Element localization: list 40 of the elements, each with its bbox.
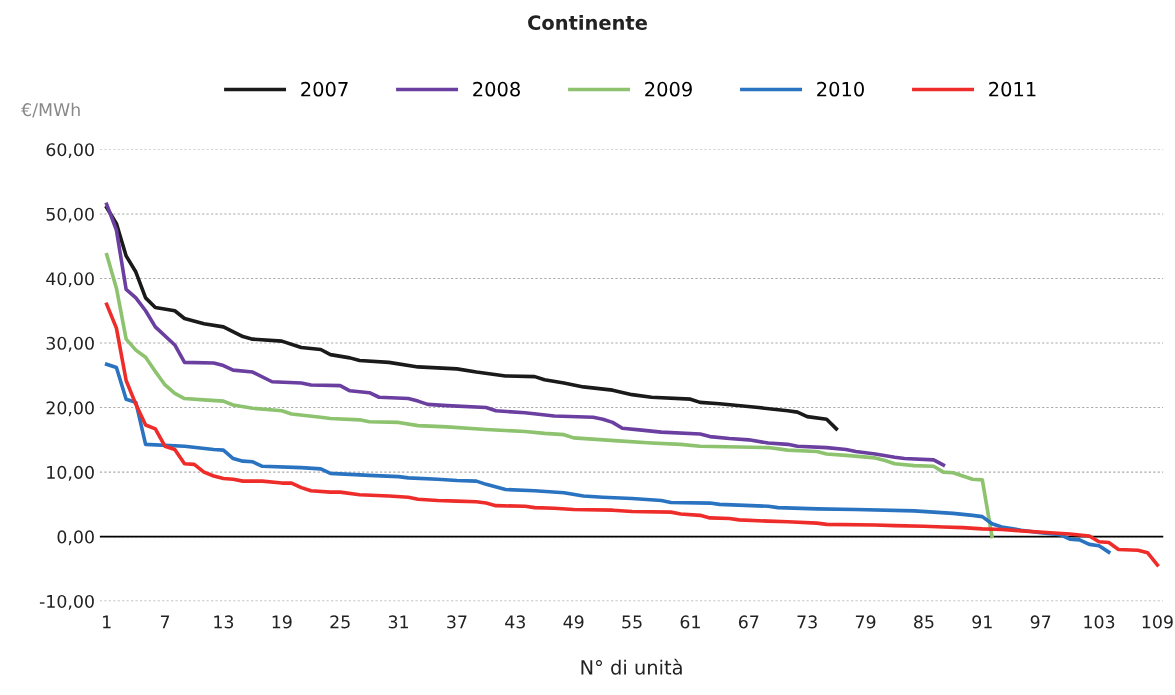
legend-label: 2011 <box>989 81 1036 97</box>
y-tick-label: 60,00 <box>46 143 94 159</box>
x-tick-label: 25 <box>330 615 350 629</box>
x-tick-label: 31 <box>388 615 408 629</box>
x-tick-label: 13 <box>214 615 234 629</box>
x-axis-title: N° di unità <box>581 658 682 675</box>
x-tick-label: 37 <box>447 615 467 629</box>
x-tick-label: 73 <box>797 615 817 629</box>
chart-title: Continente <box>528 14 647 30</box>
line-series <box>104 205 839 431</box>
line-series <box>104 302 1160 567</box>
y-tick-label: 20,00 <box>46 401 94 417</box>
x-tick-label: 79 <box>855 615 876 629</box>
x-tick-label: 61 <box>680 615 700 629</box>
x-tick-label: 7 <box>160 615 170 629</box>
y-tick-label: 40,00 <box>46 272 94 288</box>
x-tick-label: 43 <box>505 615 525 629</box>
legend-label: 2010 <box>817 81 864 97</box>
y-tick-label: 50,00 <box>46 207 94 223</box>
legend-label: 2008 <box>473 81 520 97</box>
x-tick-label: 67 <box>738 615 759 629</box>
x-tick-label: 49 <box>563 615 584 629</box>
y-tick-label: 10,00 <box>47 465 94 481</box>
line-series <box>104 362 1111 554</box>
x-tick-label: 85 <box>914 615 934 629</box>
line-series <box>104 202 946 467</box>
y-axis-title: €/MWh <box>21 102 80 118</box>
x-tick-label: 55 <box>622 615 642 629</box>
x-tick-label: 97 <box>1030 615 1051 629</box>
y-tick-label: 0,00 <box>57 530 94 546</box>
y-tick-label: 30,00 <box>46 336 94 352</box>
x-tick-label: 109 <box>1142 615 1173 629</box>
x-tick-label: 1 <box>103 615 111 629</box>
x-tick-label: 19 <box>272 615 292 629</box>
x-tick-label: 103 <box>1084 615 1115 629</box>
x-tick-label: 91 <box>972 615 992 629</box>
y-tick-label: -10,00 <box>39 594 94 610</box>
legend-label: 2009 <box>645 81 692 97</box>
legend-label: 2007 <box>301 81 348 97</box>
line-series <box>104 252 994 539</box>
